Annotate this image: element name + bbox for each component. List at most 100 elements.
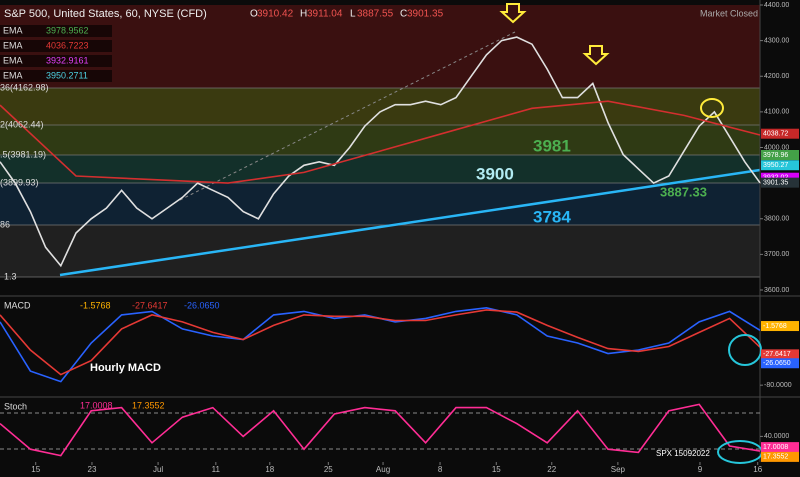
- legend-bg: [0, 70, 112, 82]
- x-tick-label: 15: [492, 465, 501, 474]
- readout: -26.0650: [184, 300, 220, 310]
- series-line: [0, 36, 761, 268]
- ohlc-value: 3901.35: [407, 9, 444, 20]
- fib-label: 2(4062.44): [0, 119, 44, 129]
- price-label-bg: [761, 149, 799, 160]
- x-tick-label: 23: [88, 465, 97, 474]
- ohlc-key: L: [350, 9, 356, 20]
- x-tick-label: 18: [265, 465, 274, 474]
- annotation: 3900: [476, 164, 514, 183]
- y-tick-label: -80.0000: [764, 382, 792, 389]
- legend-bg: [0, 25, 112, 37]
- readout-label: -1.5768: [763, 323, 787, 330]
- series-line: [0, 309, 761, 376]
- price-label: 3978.96: [763, 152, 788, 159]
- legend-value: 3950.2711: [46, 70, 88, 80]
- fib-label: 86: [0, 219, 10, 229]
- legend-value: 3932.9161: [46, 55, 89, 65]
- y-tick-label: 4300.00: [764, 37, 789, 44]
- series-line: [0, 100, 761, 184]
- legend-name: EMA: [3, 55, 23, 65]
- panel-title: Stoch: [4, 401, 27, 411]
- x-tick-label: 22: [547, 465, 556, 474]
- legend-bg: [0, 55, 112, 67]
- readout-label: 17.3552: [763, 454, 788, 461]
- plots: [0, 4, 763, 465]
- zone: [0, 5, 760, 88]
- ohlc-value: 3910.42: [257, 9, 294, 20]
- zone: [0, 225, 760, 277]
- ohlc-key: H: [300, 9, 307, 20]
- trendline: [179, 31, 516, 201]
- readout-bg: [761, 442, 799, 453]
- fib-label: 36(4162.98): [0, 82, 49, 92]
- y-tick-label: 4000.00: [764, 144, 789, 151]
- x-tick-label: Jul: [153, 465, 163, 474]
- fib-label: (3899.93): [0, 177, 39, 187]
- y-tick-label: 4400.00: [764, 2, 789, 9]
- y-tick-label: 4200.00: [764, 73, 789, 80]
- x-tick-label: Aug: [376, 465, 390, 474]
- legend-name: EMA: [3, 40, 23, 50]
- y-tick-label: 4100.00: [764, 109, 789, 116]
- symbol: S&P 500, United States, 60, NYSE (CFD): [4, 8, 207, 20]
- readout-label: 17.0008: [763, 444, 788, 451]
- trendline: [59, 168, 761, 277]
- zone: [0, 183, 760, 225]
- fib-label: 1.3: [4, 271, 17, 281]
- readout-label: -26.0650: [763, 360, 791, 367]
- x-tick-label: Sep: [611, 465, 626, 474]
- legend-value: 3978.9562: [46, 25, 89, 35]
- readout-bg: [761, 451, 799, 462]
- ohlc-value: 3887.55: [357, 9, 394, 20]
- readout: 17.0008: [80, 400, 113, 410]
- arrow: [582, 45, 610, 66]
- panel-title: MACD: [4, 300, 31, 310]
- price-label-bg: [761, 177, 799, 188]
- readout-bg: [761, 358, 799, 369]
- x-tick-label: 25: [324, 465, 333, 474]
- ohlc-key: O: [250, 9, 258, 20]
- readout-bg: [761, 321, 799, 332]
- annotation: 3981: [533, 136, 571, 155]
- zone: [0, 155, 760, 183]
- readout-bg: [761, 349, 799, 360]
- y-tick-label: 3600.00: [764, 287, 789, 294]
- readout: -1.5768: [80, 300, 111, 310]
- zone: [0, 88, 760, 125]
- ohlc-value: 3911.04: [307, 9, 343, 20]
- fib-label: .5(3981.19): [0, 149, 46, 159]
- readout: -27.6417: [132, 300, 168, 310]
- fib-lines: [0, 87, 760, 278]
- zone: [0, 125, 760, 155]
- price-label: 4038.72: [763, 131, 788, 138]
- readout: 17.3552: [132, 400, 165, 410]
- annotation: 3887.33: [660, 184, 707, 199]
- x-tick-label: 9: [698, 465, 703, 474]
- legend-name: EMA: [3, 25, 23, 35]
- status: Market Closed: [700, 8, 758, 18]
- x-tick-label: 16: [753, 465, 762, 474]
- price-label-bg: [761, 160, 799, 171]
- highlight-circle: [700, 98, 724, 118]
- x-tick-label: 11: [212, 465, 221, 474]
- y-tick-label: 40.0000: [764, 433, 789, 440]
- annotation: Hourly MACD: [90, 362, 161, 374]
- series-line: [0, 403, 761, 457]
- y-tick-label: 3700.00: [764, 251, 789, 258]
- x-tick-label: 8: [438, 465, 443, 474]
- annotation: SPX 15092022: [656, 449, 710, 458]
- x-tick-label: 15: [31, 465, 40, 474]
- arrow: [499, 3, 527, 24]
- price-label-bg: [761, 128, 799, 139]
- y-tick-label: 3800.00: [764, 216, 789, 223]
- price-label: 3950.27: [763, 162, 788, 169]
- legend-name: EMA: [3, 70, 23, 80]
- ohlc-key: C: [400, 9, 407, 20]
- readout-label: -27.6417: [763, 351, 791, 358]
- annotation: 3784: [533, 207, 571, 226]
- price-label: 3901.35: [763, 179, 788, 186]
- legend-bg: [0, 40, 112, 52]
- legend-value: 4036.7223: [46, 40, 89, 50]
